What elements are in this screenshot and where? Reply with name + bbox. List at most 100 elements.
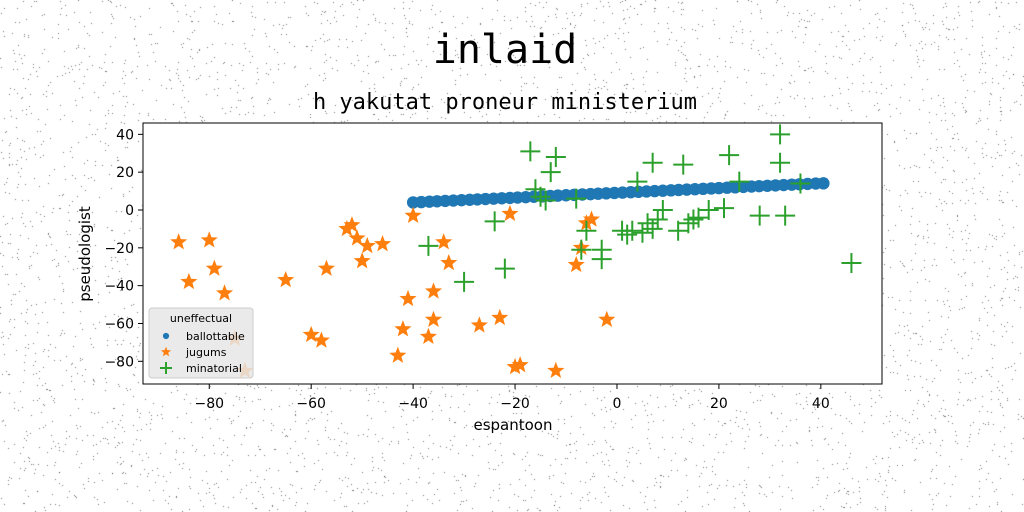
point-jugums: [567, 255, 585, 273]
legend-marker: [162, 332, 170, 340]
point-jugums: [419, 327, 437, 344]
point-minatorial: [770, 124, 791, 145]
chart-title: inlaid: [433, 27, 578, 73]
point-jugums: [470, 316, 488, 333]
point-minatorial: [576, 220, 597, 241]
point-minatorial: [714, 198, 735, 219]
legend-box: [148, 307, 254, 379]
point-minatorial: [545, 147, 566, 168]
data-points: [170, 124, 862, 379]
point-minatorial: [627, 171, 648, 192]
x-tick-label: 0: [613, 396, 622, 412]
point-jugums: [424, 310, 443, 327]
point-minatorial: [688, 207, 709, 228]
point-jugums: [501, 204, 519, 222]
point-minatorial: [678, 213, 699, 234]
point-jugums: [547, 361, 565, 379]
point-minatorial: [749, 205, 770, 226]
legend-marker: [160, 346, 172, 357]
legend-label: minatorial: [186, 362, 242, 375]
point-minatorial: [571, 239, 592, 260]
legend: uneffectual ballottable jugums minatorial: [148, 307, 254, 379]
x-tick-label: −80: [194, 396, 224, 412]
point-jugums: [312, 331, 330, 348]
point-jugums: [353, 252, 371, 269]
y-tick-label: 40: [116, 127, 134, 143]
point-jugums: [200, 231, 218, 248]
y-tick-label: −80: [104, 354, 134, 370]
plot-area: [143, 123, 882, 384]
point-minatorial: [790, 173, 811, 194]
point-minatorial: [698, 200, 719, 220]
point-jugums: [399, 289, 417, 307]
y-tick-label: 20: [116, 165, 134, 181]
point-jugums: [440, 253, 458, 271]
point-minatorial: [622, 220, 643, 241]
point-jugums: [582, 210, 601, 227]
point-jugums: [373, 235, 392, 252]
point-minatorial: [770, 152, 791, 173]
point-jugums: [205, 259, 223, 276]
point-minatorial: [591, 239, 612, 260]
point-minatorial: [540, 162, 561, 183]
point-jugums: [598, 310, 616, 327]
point-jugums: [302, 325, 320, 343]
x-tick-label: −40: [398, 396, 428, 412]
x-tick-label: −60: [296, 396, 326, 412]
point-jugums: [394, 320, 412, 337]
x-tick-label: 20: [710, 396, 728, 412]
x-tick-label: −20: [500, 396, 530, 412]
point-ballottable: [817, 177, 830, 190]
point-jugums: [491, 308, 509, 326]
chart-subtitle: h yakutat proneur ministerium: [313, 90, 697, 115]
y-tick-label: −60: [104, 316, 134, 332]
point-minatorial: [719, 145, 740, 166]
point-minatorial: [535, 190, 556, 211]
point-minatorial: [683, 209, 704, 230]
point-jugums: [170, 233, 188, 250]
point-jugums: [435, 233, 453, 250]
y-axis-label: pseudologist: [76, 206, 94, 302]
point-minatorial: [530, 186, 551, 207]
point-minatorial: [617, 224, 638, 245]
point-minatorial: [647, 209, 668, 230]
point-jugums: [348, 229, 366, 246]
point-jugums: [389, 346, 407, 363]
plot-frame: [142, 122, 883, 385]
legend-label: jugums: [185, 346, 227, 359]
point-jugums: [343, 216, 361, 233]
point-jugums: [506, 357, 524, 375]
legend-marker: [160, 362, 172, 374]
point-minatorial: [484, 211, 505, 232]
point-minatorial: [566, 188, 587, 209]
point-minatorial: [668, 220, 689, 241]
legend-label: ballottable: [186, 330, 245, 343]
point-jugums: [317, 259, 336, 276]
point-minatorial: [841, 252, 862, 273]
y-tick-label: −40: [104, 279, 134, 295]
point-jugums: [277, 270, 295, 288]
point-minatorial: [494, 258, 515, 279]
point-minatorial: [520, 141, 541, 162]
point-jugums: [511, 356, 529, 373]
point-jugums: [358, 236, 376, 254]
point-minatorial: [729, 171, 750, 192]
point-jugums: [404, 206, 422, 223]
point-jugums: [424, 282, 443, 299]
point-minatorial: [673, 154, 694, 175]
point-minatorial: [775, 205, 796, 226]
legend-title: uneffectual: [170, 312, 232, 325]
point-minatorial: [642, 152, 663, 173]
x-axis-label: espantoon: [473, 416, 552, 434]
legend-items: ballottable jugums minatorial: [160, 330, 245, 375]
point-minatorial: [418, 235, 439, 256]
point-minatorial: [652, 200, 673, 220]
x-tick-label: 40: [812, 396, 830, 412]
y-tick-label: −20: [104, 241, 134, 257]
y-axis-ticks: 40 20 0 −20 −40 −60 −80: [104, 127, 143, 370]
point-minatorial: [454, 271, 475, 292]
y-tick-label: 0: [125, 203, 134, 219]
x-axis-ticks: −80 −60 −40 −20 0 20 40: [194, 384, 830, 412]
point-minatorial: [632, 222, 653, 243]
